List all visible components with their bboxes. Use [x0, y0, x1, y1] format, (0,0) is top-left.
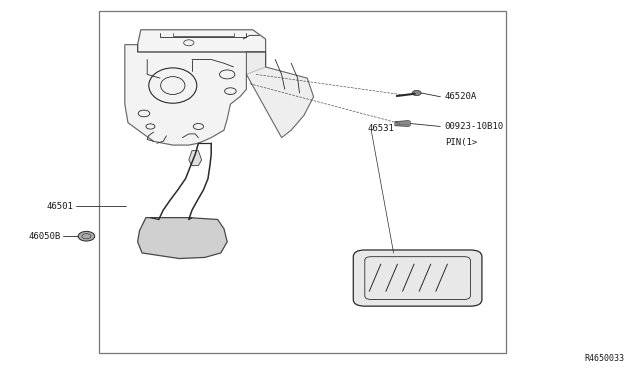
Text: R4650033: R4650033 [584, 354, 624, 363]
Circle shape [412, 90, 421, 96]
Polygon shape [395, 121, 410, 126]
Polygon shape [138, 218, 227, 259]
Text: 00923-10B10: 00923-10B10 [445, 122, 504, 131]
Polygon shape [138, 30, 266, 52]
Polygon shape [189, 151, 202, 166]
Bar [99, 11, 506, 353]
Polygon shape [125, 45, 266, 145]
Polygon shape [246, 52, 314, 138]
Text: 46531: 46531 [368, 124, 395, 133]
Circle shape [78, 231, 95, 241]
Text: 46501: 46501 [47, 202, 74, 211]
FancyBboxPatch shape [353, 250, 482, 306]
Text: PIN(1>: PIN(1> [445, 138, 477, 147]
Text: 46050B: 46050B [29, 232, 61, 241]
Text: 46520A: 46520A [445, 92, 477, 101]
